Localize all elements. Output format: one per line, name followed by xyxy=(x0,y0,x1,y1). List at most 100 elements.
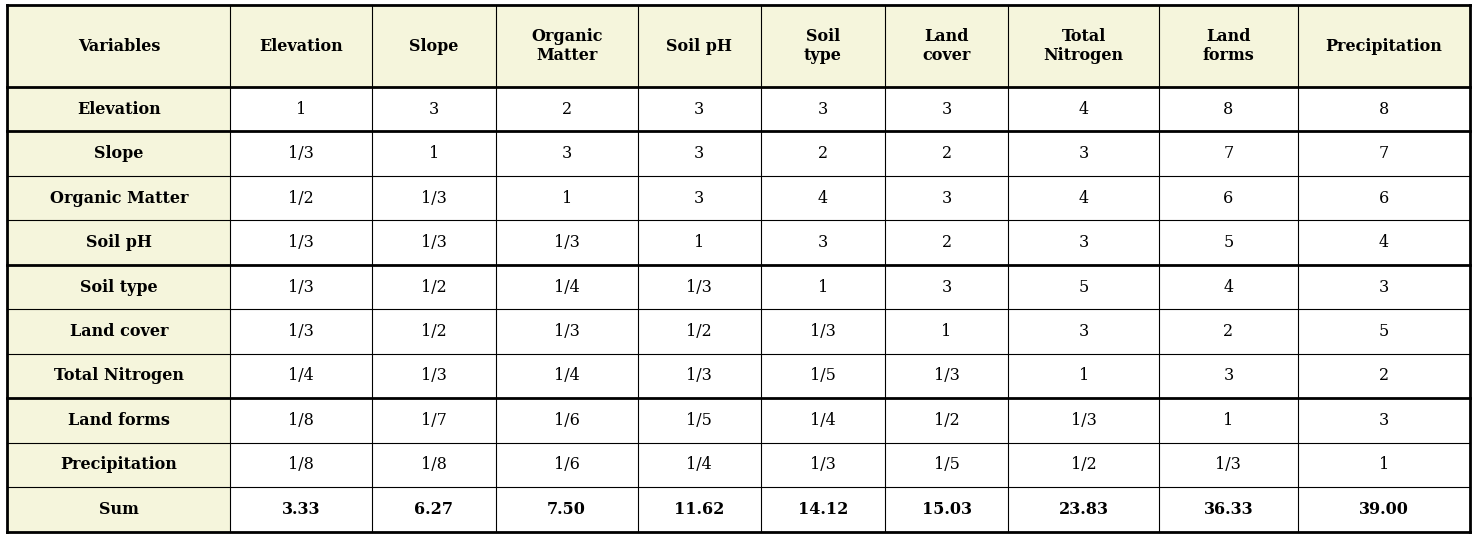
Text: 5: 5 xyxy=(1378,323,1388,340)
Text: 1: 1 xyxy=(941,323,951,340)
Bar xyxy=(638,487,761,532)
Text: 1/2: 1/2 xyxy=(933,412,960,429)
Bar xyxy=(638,309,761,354)
Text: 1/3: 1/3 xyxy=(288,145,315,162)
Text: Land forms: Land forms xyxy=(68,412,170,429)
Bar xyxy=(496,487,638,532)
Text: 2: 2 xyxy=(941,234,951,251)
Text: 4: 4 xyxy=(1223,279,1233,295)
Text: 1/4: 1/4 xyxy=(554,279,579,295)
Bar xyxy=(230,87,372,132)
Text: 1/6: 1/6 xyxy=(554,412,579,429)
Text: Soil pH: Soil pH xyxy=(86,234,152,251)
Text: Soil type: Soil type xyxy=(80,279,158,295)
Bar xyxy=(761,354,885,398)
Bar xyxy=(1009,265,1159,309)
Text: 1/4: 1/4 xyxy=(687,456,712,474)
Bar xyxy=(496,220,638,265)
Bar xyxy=(1009,132,1159,176)
Bar xyxy=(1009,176,1159,220)
Text: 3.33: 3.33 xyxy=(282,501,321,518)
Bar xyxy=(1298,5,1470,87)
Bar xyxy=(1159,354,1298,398)
Bar xyxy=(230,398,372,442)
Text: 1/2: 1/2 xyxy=(421,279,448,295)
Text: 3: 3 xyxy=(1378,412,1388,429)
Text: 1/6: 1/6 xyxy=(554,456,579,474)
Text: 1/3: 1/3 xyxy=(421,190,448,207)
Bar xyxy=(372,176,496,220)
Bar xyxy=(7,132,230,176)
Bar xyxy=(1298,265,1470,309)
Text: 4: 4 xyxy=(1378,234,1388,251)
Text: 1/3: 1/3 xyxy=(1216,456,1241,474)
Bar xyxy=(638,265,761,309)
Text: 1/8: 1/8 xyxy=(421,456,448,474)
Bar xyxy=(372,220,496,265)
Bar xyxy=(230,132,372,176)
Bar xyxy=(761,87,885,132)
Bar xyxy=(761,487,885,532)
Bar xyxy=(7,398,230,442)
Bar xyxy=(638,132,761,176)
Bar xyxy=(372,87,496,132)
Bar xyxy=(1009,5,1159,87)
Text: 1: 1 xyxy=(1378,456,1388,474)
Text: 1/3: 1/3 xyxy=(933,367,960,384)
Text: 3: 3 xyxy=(428,100,439,118)
Text: 2: 2 xyxy=(941,145,951,162)
Bar xyxy=(7,265,230,309)
Bar xyxy=(496,398,638,442)
Text: 1/2: 1/2 xyxy=(288,190,315,207)
Text: Organic
Matter: Organic Matter xyxy=(530,28,603,64)
Bar xyxy=(638,87,761,132)
Text: 4: 4 xyxy=(1078,190,1089,207)
Bar xyxy=(372,398,496,442)
Bar xyxy=(1159,220,1298,265)
Bar xyxy=(496,176,638,220)
Bar xyxy=(372,132,496,176)
Bar xyxy=(230,354,372,398)
Text: 15.03: 15.03 xyxy=(922,501,972,518)
Text: Organic Matter: Organic Matter xyxy=(50,190,188,207)
Text: 1: 1 xyxy=(694,234,705,251)
Text: 1/7: 1/7 xyxy=(421,412,448,429)
Text: 5: 5 xyxy=(1078,279,1089,295)
Text: Precipitation: Precipitation xyxy=(1325,38,1442,55)
Bar xyxy=(7,354,230,398)
Bar xyxy=(885,354,1009,398)
Text: Soil pH: Soil pH xyxy=(666,38,733,55)
Text: 1/3: 1/3 xyxy=(421,367,448,384)
Text: 7.50: 7.50 xyxy=(546,501,586,518)
Text: 1/4: 1/4 xyxy=(809,412,836,429)
Text: 11.62: 11.62 xyxy=(674,501,725,518)
Text: 1: 1 xyxy=(561,190,572,207)
Bar xyxy=(230,487,372,532)
Bar xyxy=(496,87,638,132)
Bar xyxy=(1298,487,1470,532)
Bar xyxy=(7,176,230,220)
Text: 39.00: 39.00 xyxy=(1359,501,1409,518)
Bar xyxy=(230,220,372,265)
Bar xyxy=(1298,220,1470,265)
Bar xyxy=(1159,176,1298,220)
Bar xyxy=(761,265,885,309)
Text: Elevation: Elevation xyxy=(77,100,161,118)
Bar xyxy=(496,354,638,398)
Text: Slope: Slope xyxy=(409,38,459,55)
Bar xyxy=(1159,442,1298,487)
Text: 1/5: 1/5 xyxy=(933,456,960,474)
Text: 1/8: 1/8 xyxy=(288,412,315,429)
Bar xyxy=(1159,87,1298,132)
Text: 6.27: 6.27 xyxy=(415,501,453,518)
Text: 1/2: 1/2 xyxy=(1071,456,1096,474)
Text: 14.12: 14.12 xyxy=(798,501,848,518)
Text: 3: 3 xyxy=(1223,367,1233,384)
Text: Land cover: Land cover xyxy=(69,323,168,340)
Text: 1/3: 1/3 xyxy=(809,323,836,340)
Text: 2: 2 xyxy=(561,100,572,118)
Text: 3: 3 xyxy=(818,100,829,118)
Text: 6: 6 xyxy=(1223,190,1233,207)
Text: 1/4: 1/4 xyxy=(288,367,315,384)
Bar xyxy=(761,176,885,220)
